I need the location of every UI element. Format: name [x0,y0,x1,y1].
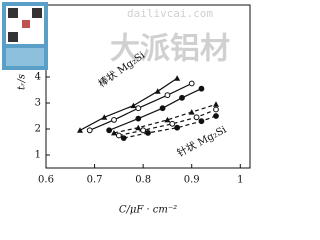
plot-frame [45,4,251,169]
marker [179,94,185,101]
x-tick-label: 0.6 [38,175,54,186]
marker [111,117,117,123]
marker [174,75,181,81]
marker [140,127,147,134]
marker [135,124,142,131]
marker [154,88,161,94]
qr-code [2,2,48,70]
marker [120,135,127,142]
marker [111,129,117,136]
series-line [118,108,217,137]
y-tick-label: 3 [35,98,41,109]
marker [164,92,171,99]
y-tick-label: 4 [35,72,41,83]
marker [188,109,195,115]
x-tick-label: 0.8 [135,175,151,186]
marker [135,105,142,112]
series-line [123,115,217,139]
x-axis-label: C/μF · cm⁻² [119,205,177,216]
marker [193,114,200,121]
marker [213,101,219,107]
marker [145,130,151,136]
marker [164,116,171,123]
marker [106,127,113,134]
marker [135,115,142,122]
series-line [113,103,217,134]
marker [213,113,219,119]
x-tick-label: 0.7 [87,175,103,186]
y-tick-label: 2 [35,124,41,135]
watermark: 大派铝材 [110,32,230,67]
watermark: dailivcai.com [127,7,213,20]
y-axis-label: tᵣ/s [17,74,28,90]
marker [130,102,137,109]
chart: dailivcai.com 大派铝材 tᵣ/s C/μF · cm⁻² 棒状 M… [2,2,251,216]
x-tick-label: 1 [237,175,243,186]
annotation: 针状 Mg₂Si [175,123,229,160]
marker [198,118,205,125]
marker [86,127,93,134]
marker [169,120,176,127]
x-tick-label: 0.9 [184,175,200,186]
marker [101,114,108,120]
marker [159,105,166,112]
marker [174,124,181,131]
marker [213,106,219,113]
marker [198,85,205,92]
marker [77,127,83,133]
marker [188,80,195,87]
y-tick-label: 1 [35,150,41,161]
marker [115,132,122,139]
